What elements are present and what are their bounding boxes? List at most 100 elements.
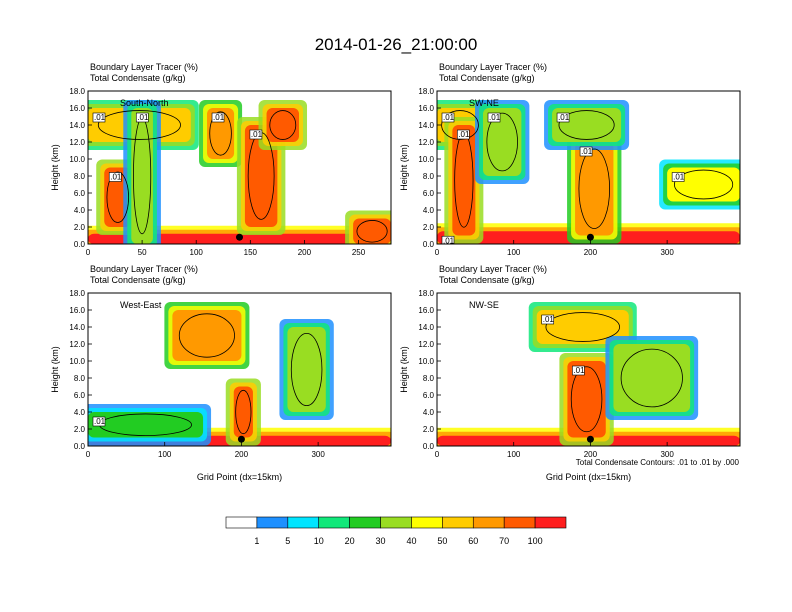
colorbar-swatch [411,516,443,529]
contour-label-box [92,112,106,123]
condensate-contour [570,366,603,433]
y-tick-label: 12.0 [418,340,434,349]
contour-label: .01 [94,113,106,122]
y-tick-label: 10.0 [418,357,434,366]
contour-label-box [441,112,455,123]
contour-label-box [108,172,122,182]
panel-label-tracer: Boundary Layer Tracer (%) [90,264,198,274]
colorbar-label: 30 [376,536,386,546]
condensate-contour [235,389,252,435]
y-tick-label: 18.0 [418,289,434,298]
x-axis-label: Grid Point (dx=15km) [197,472,282,482]
panel-name: West-East [120,300,162,310]
y-tick-label: 18.0 [69,289,85,298]
colorbar-label: 100 [528,536,543,546]
y-tick-label: 10.0 [69,357,85,366]
y-tick-label: 14.0 [69,121,85,130]
panel-label-condensate: Total Condensate (g/kg) [439,275,535,285]
plot-frame [87,292,392,447]
x-tick-label: 100 [158,450,172,459]
y-tick-label: 18.0 [418,87,434,96]
contour-footnote: Total Condensate Contours: .01 to .01 by… [576,458,740,467]
contour-label: .01 [458,130,470,139]
contour-label: .01 [558,113,570,122]
y-tick-label: 12.0 [418,138,434,147]
panel-name: NW-SE [469,300,499,310]
location-marker [237,435,245,443]
y-tick-label: 14.0 [418,323,434,332]
colorbar-label: 70 [499,536,509,546]
y-tick-label: 4.0 [74,206,86,215]
x-tick-label: 0 [86,248,91,257]
location-marker [586,233,594,241]
y-tick-label: 2.0 [423,425,435,434]
y-tick-label: 16.0 [418,306,434,315]
heatmap-field: .01.01.01.01.01.01.01 [437,91,740,244]
shade-region [452,125,476,236]
y-tick-label: 4.0 [423,206,435,215]
contour-label: .01 [94,417,106,426]
plot-frame [436,90,741,245]
shade-region [613,344,691,412]
colorbar-swatch [225,516,258,529]
contour-label: .01 [543,315,555,324]
contour-label: .01 [581,147,593,156]
shade-region [353,218,391,244]
shade-region [287,327,326,412]
heatmap-field: .01 .01 .01 .01 .01 [88,91,391,244]
y-tick-label: 8.0 [74,374,86,383]
condensate-contour [356,220,388,243]
shade-region [172,310,242,361]
location-marker [236,233,243,241]
contour-label: .01 [213,113,225,122]
contour-label: .01 [251,130,263,139]
shade-region [567,361,606,438]
contour-label-box [92,416,106,427]
condensate-contour [486,112,518,172]
y-tick-label: 16.0 [418,104,434,113]
shade-region [266,108,300,142]
panel-label-condensate: Total Condensate (g/kg) [439,73,535,83]
chart-panel-2: Boundary Layer Tracer (%)Total Condensat… [399,62,741,257]
plot-frame [436,292,741,447]
colorbar-swatch [472,516,505,529]
colorbar-swatch [318,516,350,529]
y-tick-label: 12.0 [69,340,85,349]
y-tick-label: 2.0 [74,223,86,232]
contour-label-box [572,365,585,376]
condensate-contour [209,111,232,156]
x-tick-label: 50 [138,248,147,257]
shade-region [575,142,614,236]
contour-label: .01 [673,173,685,182]
y-tick-label: 14.0 [418,121,434,130]
y-tick-label: 4.0 [423,408,435,417]
y-tick-label: 10.0 [418,155,434,164]
contour-label: .01 [573,366,585,375]
colorbar: 1 5 10 20 30 40 50 60 70 100 [225,516,567,546]
condensate-contour [178,313,235,358]
shade-region [131,108,153,244]
x-tick-label: 150 [244,248,258,257]
y-axis-label: Height (km) [50,346,60,393]
y-tick-label: 4.0 [74,408,86,417]
y-tick-label: 8.0 [423,172,435,181]
condensate-contour [558,110,615,140]
contour-label-box [135,112,149,123]
y-axis-label: Height (km) [399,144,409,191]
contour-label-box [457,129,470,140]
shade-region [88,412,204,438]
x-tick-label: 200 [298,248,312,257]
y-tick-label: 16.0 [69,104,85,113]
contour-label-box [211,112,225,123]
panel-label-tracer: Boundary Layer Tracer (%) [90,62,198,72]
x-tick-label: 200 [584,248,598,257]
chart-panel-4: Boundary Layer Tracer (%)Total Condensat… [399,264,741,482]
colorbar-label: 10 [314,536,324,546]
colorbar-swatch [349,516,381,529]
x-tick-label: 200 [584,450,598,459]
condensate-contour [545,312,620,342]
y-tick-label: 10.0 [69,155,85,164]
x-tick-label: 300 [660,450,674,459]
panel-label-condensate: Total Condensate (g/kg) [90,275,186,285]
